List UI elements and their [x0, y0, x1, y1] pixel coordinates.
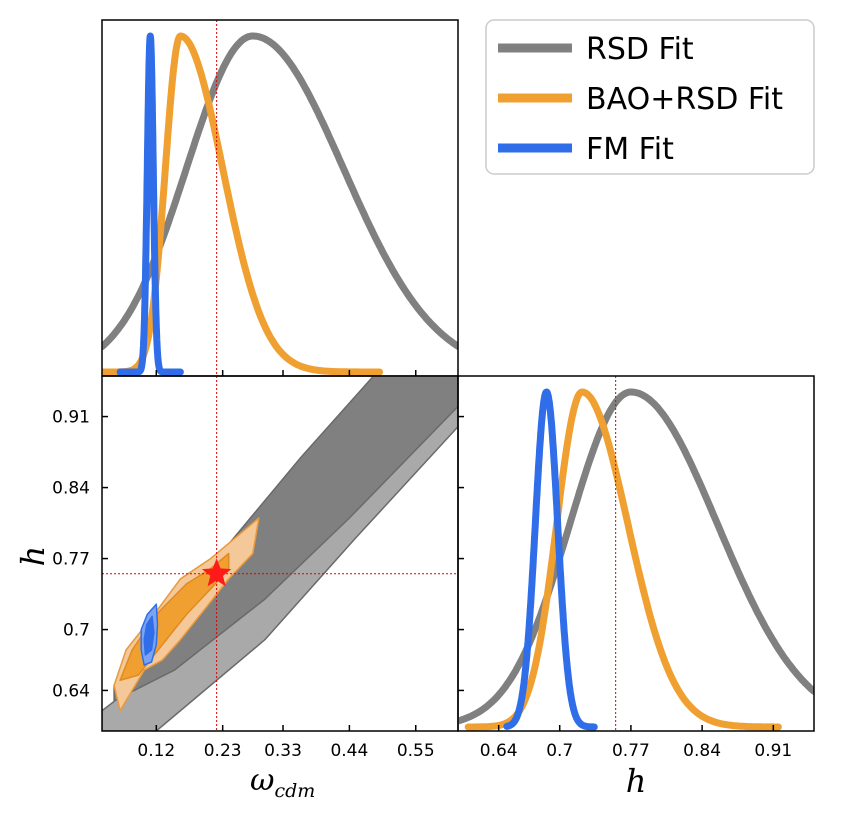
joint-contour-panel: 0.12 0.23 0.33 0.44 0.55 0.64 0.7 0.77 0.84 0.91 — [52, 375, 459, 761]
omega-symbol: ω — [250, 763, 274, 798]
h-ytick-label: 0.91 — [52, 408, 90, 428]
legend-label: FM Fit — [586, 132, 674, 167]
h-ytick-label: 0.64 — [52, 681, 90, 701]
legend-label: RSD Fit — [586, 32, 694, 67]
h-ytick-label: 0.84 — [52, 479, 90, 499]
legend-box — [485, 19, 815, 175]
curve-fm-fit — [503, 388, 598, 731]
omega-xtick-label: 0.55 — [397, 741, 435, 761]
omega-xtick-label: 0.33 — [264, 741, 302, 761]
h-axis-title-left: h — [14, 546, 52, 567]
omega-xtick-label: 0.12 — [137, 741, 175, 761]
curve-fm-fit — [116, 32, 184, 376]
omega-axis-title: ωcdm — [250, 763, 315, 802]
h-xtick-label: 0.77 — [612, 741, 650, 761]
h-xtick-label: 0.84 — [683, 741, 721, 761]
curve-bao-rsd-fit — [102, 32, 384, 376]
contour-fm-fit-68- — [143, 615, 155, 656]
h-xtick-label: 0.91 — [754, 741, 792, 761]
h-ytick-label: 0.7 — [63, 621, 90, 641]
h-xtick-label: 0.64 — [480, 741, 518, 761]
h-axis-title-bottom: h — [626, 762, 647, 800]
h-ytick-label: 0.77 — [52, 550, 90, 570]
curve-rsd-fit — [458, 388, 814, 725]
legend: RSD Fit BAO+RSD Fit FM Fit — [485, 19, 815, 175]
h-posterior-frame — [457, 375, 815, 732]
legend-label: BAO+RSD Fit — [586, 82, 783, 117]
omega-subscript: cdm — [274, 780, 315, 802]
omega-xtick-label: 0.23 — [204, 741, 242, 761]
omega-posterior-panel — [101, 19, 459, 377]
truth-star-marker — [201, 558, 232, 587]
omega-xtick-label: 0.44 — [330, 741, 368, 761]
h-xtick-label: 0.7 — [546, 741, 573, 761]
h-posterior-panel: 0.64 0.7 0.77 0.84 0.91 — [457, 375, 815, 761]
